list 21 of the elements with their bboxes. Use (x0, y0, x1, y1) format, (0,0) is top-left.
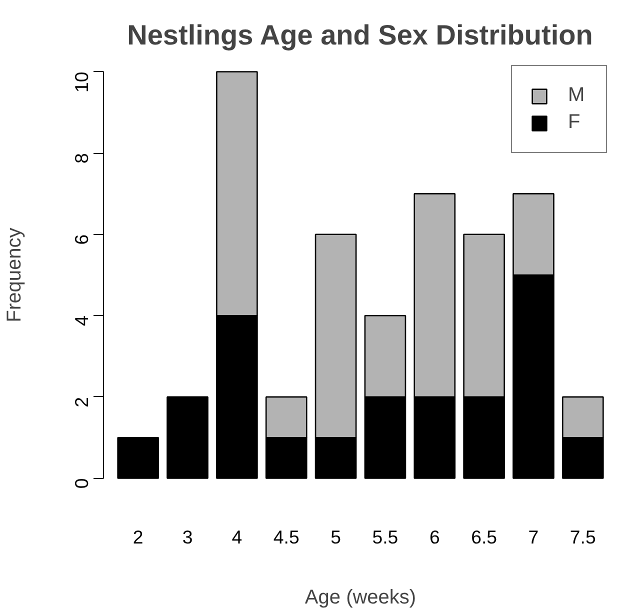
x-axis-title: Age (weeks) (304, 586, 416, 608)
x-tick-label: 6 (429, 526, 440, 548)
x-tick-label: 4.5 (273, 526, 300, 548)
chart-title: Nestlings Age and Sex Distribution (127, 20, 593, 50)
x-tick-label: 3 (182, 526, 193, 548)
x-tick-label: 7 (528, 526, 539, 548)
x-tick-label: 5 (330, 526, 341, 548)
y-tick-label: 0 (71, 478, 92, 489)
x-tick-label: 2 (132, 526, 144, 548)
x-tick-label: 5.5 (372, 526, 398, 548)
legend-label: F (568, 111, 582, 134)
x-tick-label: 7.5 (570, 526, 596, 548)
y-tick-label: 10 (71, 72, 92, 93)
y-axis-title: Frequency (4, 228, 26, 322)
x-tick-label: 4 (232, 526, 242, 548)
y-tick-label: 6 (71, 234, 92, 245)
y-tick-label: 2 (71, 396, 92, 408)
x-tick-label: 6.5 (471, 526, 498, 548)
y-tick-label: 8 (71, 153, 92, 164)
legend-label: M (568, 84, 586, 107)
y-tick-label: 4 (71, 316, 92, 326)
